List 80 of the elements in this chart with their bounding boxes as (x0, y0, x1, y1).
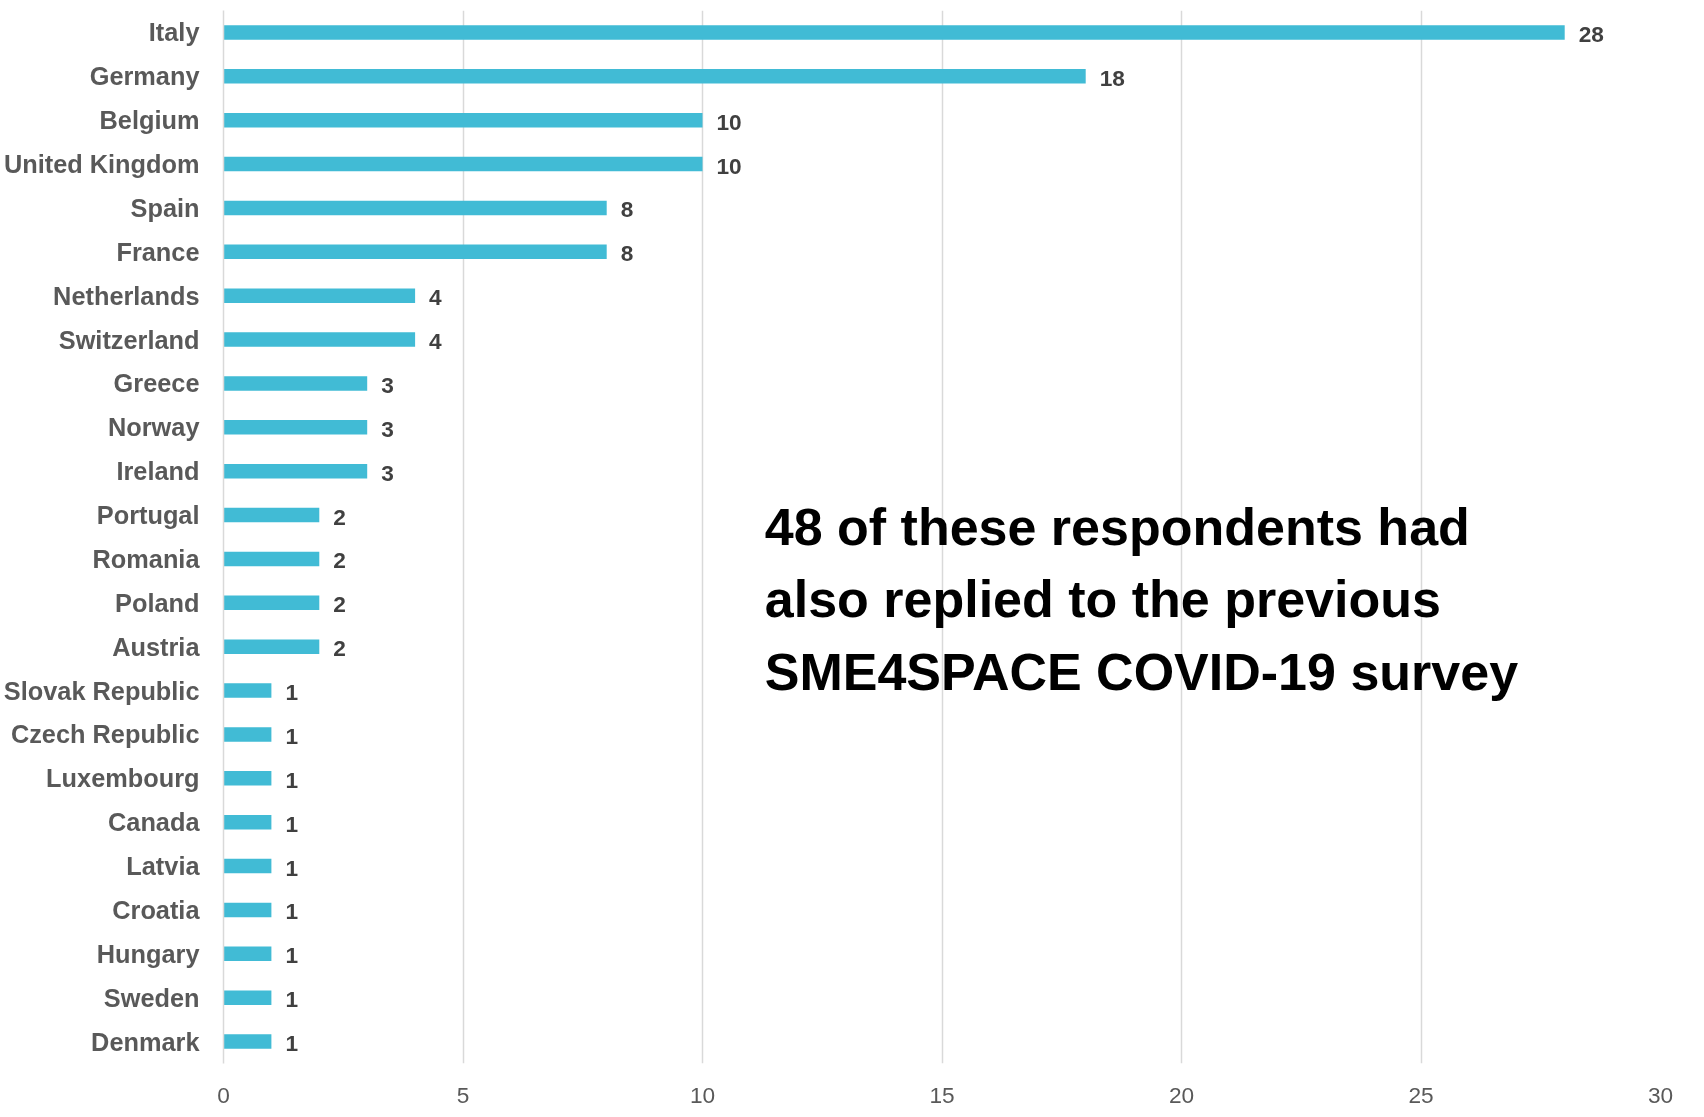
y-tick-label: Italy (148, 18, 200, 47)
y-tick-label: Austria (112, 632, 201, 661)
x-tick-label: 5 (456, 1081, 470, 1108)
bar (223, 420, 368, 435)
data-label: 1 (285, 1030, 299, 1057)
y-tick-label: Belgium (99, 106, 200, 135)
data-label: 8 (620, 196, 634, 223)
data-label: 1 (285, 942, 299, 969)
bar (223, 990, 272, 1005)
data-label: 1 (285, 898, 299, 925)
y-tick-label: Croatia (112, 895, 201, 924)
bar (223, 551, 320, 567)
data-label: 28 (1578, 20, 1604, 47)
bar (223, 288, 416, 303)
y-tick-label: Portugal (96, 501, 200, 530)
bar (223, 814, 272, 830)
y-tick-label: Norway (108, 413, 200, 442)
y-tick-label: Latvia (126, 852, 201, 881)
x-tick-label: 20 (1168, 1081, 1195, 1108)
data-label: 2 (333, 591, 346, 618)
y-tick-label: Slovak Republic (3, 676, 200, 705)
bar (223, 507, 320, 523)
bar (223, 595, 320, 611)
annotation: 48 of these respondents had also replied to the previous SME4SPACE COVID-19 survey (764, 497, 1519, 701)
y-tick-label: Ireland (116, 457, 200, 486)
bar (223, 200, 607, 216)
bar (223, 683, 272, 698)
bar (223, 112, 703, 128)
data-label: 8 (620, 240, 634, 267)
data-label: 1 (285, 766, 299, 793)
bar (223, 727, 272, 742)
bar (223, 156, 703, 172)
y-tick-label: Czech Republic (10, 720, 200, 749)
x-tick-label: 30 (1647, 1081, 1674, 1108)
bar (223, 463, 368, 479)
y-tick-label: Luxembourg (46, 764, 200, 793)
data-label: 3 (381, 415, 394, 442)
bar (223, 771, 272, 786)
data-label: 2 (333, 503, 346, 530)
y-tick-label: Hungary (96, 939, 200, 968)
bar (223, 69, 1086, 84)
y-tick-label: Germany (89, 62, 200, 91)
data-label: 4 (429, 284, 443, 311)
data-label: 2 (333, 547, 346, 574)
data-label: 1 (285, 854, 299, 881)
data-label: 2 (333, 635, 346, 662)
y-tick-label: Netherlands (53, 281, 200, 310)
bar (223, 858, 272, 874)
y-tick-label: France (116, 237, 200, 266)
y-tick-label: Poland (115, 588, 200, 617)
data-label: 3 (381, 371, 394, 398)
x-tick-label: 0 (217, 1081, 230, 1108)
y-tick-label: Romania (92, 544, 201, 573)
data-label: 1 (285, 986, 299, 1013)
x-tick-label: 10 (689, 1081, 716, 1108)
data-label: 1 (285, 679, 299, 706)
bar (223, 1034, 272, 1049)
y-tick-label: Canada (108, 808, 201, 837)
y-tick-label: Spain (130, 193, 200, 222)
bar (223, 902, 272, 918)
x-tick-label: 25 (1408, 1081, 1434, 1108)
y-tick-label: Switzerland (58, 325, 200, 354)
y-tick-label: Sweden (103, 983, 200, 1012)
y-tick-label: Greece (113, 369, 200, 398)
bar (223, 244, 607, 260)
x-tick-label: 15 (929, 1081, 955, 1108)
bar (223, 376, 368, 391)
data-label: 18 (1099, 64, 1125, 91)
bar (223, 946, 272, 962)
data-label: 10 (716, 108, 742, 135)
y-tick-label: United Kingdom (3, 150, 200, 179)
data-label: 10 (716, 152, 742, 179)
y-tick-label: Denmark (91, 1027, 201, 1056)
data-label: 4 (429, 328, 443, 355)
bar (223, 332, 416, 347)
data-label: 1 (285, 810, 299, 837)
data-label: 3 (381, 459, 394, 486)
data-label: 1 (285, 722, 299, 749)
bar (223, 639, 320, 654)
bar (223, 25, 1565, 40)
